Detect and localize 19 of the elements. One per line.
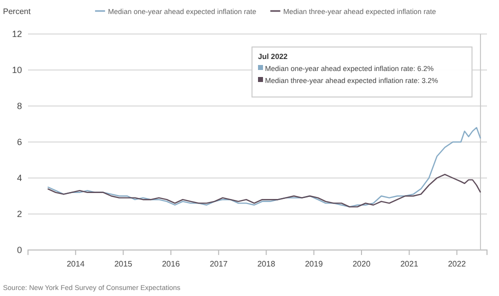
x-tick-label: 2019 bbox=[304, 260, 324, 269]
y-tick-label: 10 bbox=[12, 64, 22, 75]
y-tick-label: 0 bbox=[16, 244, 22, 255]
x-tick-label: 2014 bbox=[66, 260, 86, 269]
x-tick-label: 2020 bbox=[352, 260, 371, 269]
y-tick-label: 4 bbox=[16, 172, 22, 183]
y-tick-label: 2 bbox=[16, 208, 22, 219]
y-tick-label: 12 bbox=[12, 28, 22, 39]
y-tick-label: 8 bbox=[16, 100, 22, 111]
x-tick-label: 2017 bbox=[210, 260, 228, 269]
y-tick-label: 6 bbox=[16, 136, 22, 147]
line-series bbox=[47, 174, 482, 208]
y-axis-title: Percent bbox=[3, 7, 32, 16]
x-tick-label: 2016 bbox=[162, 260, 180, 269]
x-tick-label: 2021 bbox=[400, 260, 419, 269]
x-tick-label: 2018 bbox=[257, 260, 276, 269]
x-tick-label: 2015 bbox=[114, 260, 133, 269]
x-tick-label: 2022 bbox=[448, 260, 466, 269]
line-series bbox=[47, 127, 482, 208]
